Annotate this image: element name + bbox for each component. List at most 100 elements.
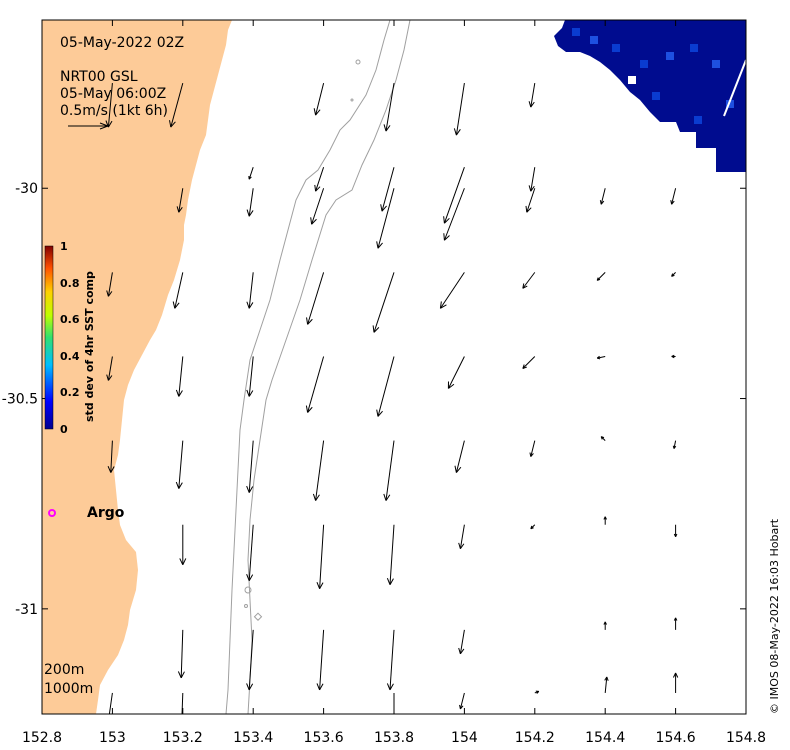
- current-vector: [453, 83, 465, 136]
- current-vector: [528, 167, 536, 192]
- current-vector: [316, 629, 325, 691]
- current-vector: [458, 629, 465, 655]
- current-vector: [529, 440, 536, 457]
- y-tick-label: -31: [15, 602, 38, 618]
- colorbar-tick-label: 0.4: [60, 350, 80, 363]
- current-vector: [525, 188, 536, 213]
- argo-marker: [48, 509, 56, 517]
- y-axis: -30 -30.5 -31: [2, 181, 746, 618]
- current-vector: [522, 356, 536, 369]
- map-area: [42, 20, 746, 714]
- current-vector: [528, 83, 536, 108]
- current-vector: [176, 188, 184, 213]
- x-tick-label: 154.4: [585, 730, 625, 746]
- current-vector: [672, 440, 677, 449]
- current-vector: [603, 621, 607, 630]
- current-vector: [107, 440, 115, 473]
- current-vector: [671, 354, 676, 359]
- current-vector: [386, 524, 395, 585]
- current-vector: [443, 167, 465, 224]
- current-vector: [172, 272, 184, 309]
- current-vector: [175, 356, 184, 397]
- y-tick-label: -30: [15, 181, 38, 197]
- colorbar-ticks: 1 0.8 0.6 0.4 0.2 0: [60, 240, 80, 436]
- current-vector: [447, 356, 465, 389]
- current-vector: [522, 272, 536, 289]
- current-vector: [246, 188, 254, 217]
- current-vector: [246, 629, 254, 691]
- current-vector: [372, 272, 395, 333]
- current-vector: [316, 524, 325, 589]
- current-vector: [673, 524, 678, 537]
- current-vector: [305, 356, 325, 413]
- current-vector: [596, 272, 606, 281]
- current-vector: [459, 692, 465, 710]
- colorbar: [44, 245, 54, 430]
- current-vector: [534, 690, 540, 694]
- colorbar-tick-label: 0: [60, 423, 68, 436]
- current-vector: [376, 188, 395, 249]
- current-vector: [672, 672, 679, 693]
- x-tick-label: 154.2: [515, 730, 555, 746]
- current-vector: [673, 617, 678, 630]
- current-vector: [169, 82, 184, 128]
- current-vectors: [105, 82, 679, 714]
- colorbar-title: std dev of 4hr SST comp: [83, 271, 96, 422]
- current-vector: [599, 188, 606, 205]
- contour-200m-label: 200m: [44, 662, 84, 678]
- x-tick-label: 154.6: [656, 730, 696, 746]
- current-vector: [106, 356, 113, 381]
- current-vector: [312, 440, 325, 501]
- current-vector: [177, 629, 185, 679]
- credit-text: © IMOS 08-May-2022 16:03 Hobart: [768, 518, 781, 714]
- current-vector: [306, 272, 325, 325]
- current-vector: [671, 272, 676, 277]
- current-vector: [106, 272, 113, 297]
- current-vector: [246, 440, 254, 493]
- current-vector: [604, 676, 609, 694]
- x-tick-label: 153.4: [233, 730, 273, 746]
- current-vector: [313, 82, 325, 116]
- current-vector: [314, 167, 325, 192]
- current-vector: [246, 524, 254, 581]
- y-tick-label: -30.5: [2, 392, 38, 408]
- date-title: 05-May-2022 02Z: [60, 35, 184, 51]
- sst-patch: [554, 20, 746, 172]
- current-vector: [246, 272, 254, 309]
- contour-1000m-label: 1000m: [44, 681, 93, 697]
- x-tick-label: 153: [99, 730, 126, 746]
- x-tick-label: 153.8: [374, 730, 414, 746]
- x-tick-label: 154.8: [726, 730, 766, 746]
- current-vector: [310, 188, 325, 225]
- colorbar-tick-label: 0.8: [60, 277, 80, 290]
- current-vector: [383, 440, 395, 501]
- current-vector: [380, 167, 395, 212]
- colorbar-tick-label: 0.2: [60, 386, 80, 399]
- current-vector: [603, 516, 607, 525]
- current-vector: [596, 355, 606, 360]
- current-vector: [386, 629, 395, 691]
- x-tick-label: 153.6: [304, 730, 344, 746]
- current-vector: [458, 524, 465, 550]
- current-vector: [439, 272, 465, 309]
- current-vector: [600, 436, 606, 441]
- land-mass: [42, 20, 232, 714]
- current-vector: [530, 524, 536, 530]
- x-tick-label: 153.2: [163, 730, 203, 746]
- colorbar-tick-label: 0.6: [60, 313, 80, 326]
- current-vector: [454, 440, 465, 473]
- current-vector: [670, 188, 677, 205]
- current-vector: [175, 440, 184, 489]
- current-vector: [443, 188, 465, 241]
- contour-200m: [225, 20, 391, 714]
- x-tick-label: 154: [451, 730, 478, 746]
- current-vector: [179, 524, 187, 565]
- current-vector: [376, 356, 395, 417]
- product-line-2: 05-May 06:00Z: [60, 86, 166, 102]
- current-vector: [383, 83, 395, 132]
- current-vector: [246, 356, 254, 397]
- current-vector: [108, 692, 113, 714]
- scale-label: 0.5m/s (1kt 6h): [60, 103, 168, 119]
- current-vector: [181, 692, 184, 714]
